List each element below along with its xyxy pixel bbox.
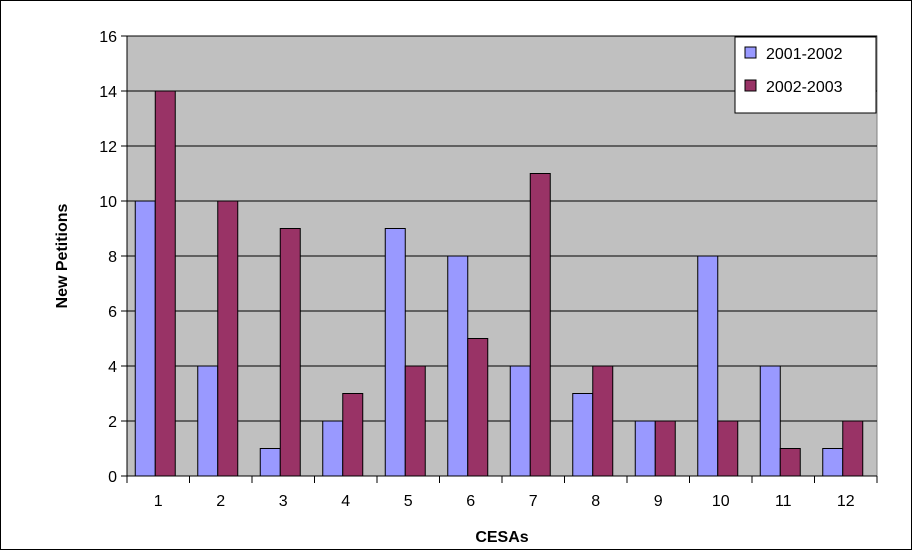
- y-tick-label: 10: [99, 194, 117, 211]
- bar-2002-2003-5: [404, 365, 426, 477]
- bars: [134, 90, 864, 477]
- x-tick-label: 3: [279, 493, 288, 510]
- bar-2002-2003-1: [154, 90, 176, 477]
- x-tick-label: 10: [712, 493, 730, 510]
- bar-2001-2002-8: [572, 393, 594, 477]
- x-tick-label: 2: [216, 493, 225, 510]
- x-tick-label: 5: [404, 493, 413, 510]
- bar-2001-2002-11: [759, 365, 781, 477]
- bar-2001-2002-4: [322, 420, 344, 477]
- legend-box: [734, 36, 877, 114]
- y-tick-label: 6: [108, 304, 117, 321]
- bar-2002-2003-3: [279, 228, 301, 477]
- bar-2002-2003-12: [842, 420, 864, 477]
- axes: [121, 35, 878, 483]
- x-tick-label: 1: [154, 493, 163, 510]
- bar-2001-2002-3: [259, 448, 281, 477]
- x-tick-label: 4: [341, 493, 350, 510]
- x-axis-title: CESAs: [475, 529, 528, 546]
- bar-2002-2003-6: [467, 338, 489, 477]
- bar-2002-2003-11: [779, 448, 801, 477]
- bar-2001-2002-5: [384, 228, 406, 477]
- x-tick-label: 12: [837, 493, 855, 510]
- bar-2002-2003-2: [217, 200, 239, 477]
- y-tick-label: 8: [108, 249, 117, 266]
- bar-2001-2002-1: [134, 200, 156, 477]
- bar-2001-2002-12: [822, 448, 844, 477]
- x-tick-label: 7: [529, 493, 538, 510]
- y-tick-label: 2: [108, 414, 117, 431]
- y-tick-labels: 0 2 4 6 8 10 12 14 16: [99, 29, 117, 486]
- bar-2002-2003-8: [592, 365, 614, 477]
- legend: 2001-2002 2002-2003: [734, 36, 877, 114]
- x-tick-label: 11: [775, 493, 792, 510]
- bar-2002-2003-9: [654, 420, 676, 477]
- bar-2002-2003-7: [529, 173, 551, 477]
- legend-label-2001-2002: 2001-2002: [766, 46, 843, 63]
- x-tick-label: 6: [466, 493, 475, 510]
- bar-2001-2002-9: [634, 420, 656, 477]
- bar-2001-2002-2: [197, 365, 219, 477]
- legend-swatch-2002-2003: [744, 79, 757, 92]
- y-tick-label: 12: [99, 139, 117, 156]
- y-tick-label: 0: [108, 469, 117, 486]
- y-tick-label: 4: [108, 359, 117, 376]
- x-tick-labels: 1 2 3 4 5 6 7 8 9 10 11 12: [154, 493, 855, 510]
- y-tick-label: 16: [99, 29, 117, 46]
- bar-2001-2002-10: [697, 255, 719, 477]
- y-axis-title: New Petitions: [54, 203, 71, 308]
- y-tick-label: 14: [99, 84, 117, 101]
- legend-swatch-2001-2002: [744, 46, 757, 59]
- bar-2001-2002-7: [509, 365, 531, 477]
- x-tick-label: 8: [591, 493, 600, 510]
- x-tick-label: 9: [654, 493, 663, 510]
- bar-2002-2003-10: [717, 420, 739, 477]
- bar-2001-2002-6: [447, 255, 469, 477]
- bar-2002-2003-4: [342, 393, 364, 477]
- legend-label-2002-2003: 2002-2003: [766, 79, 843, 96]
